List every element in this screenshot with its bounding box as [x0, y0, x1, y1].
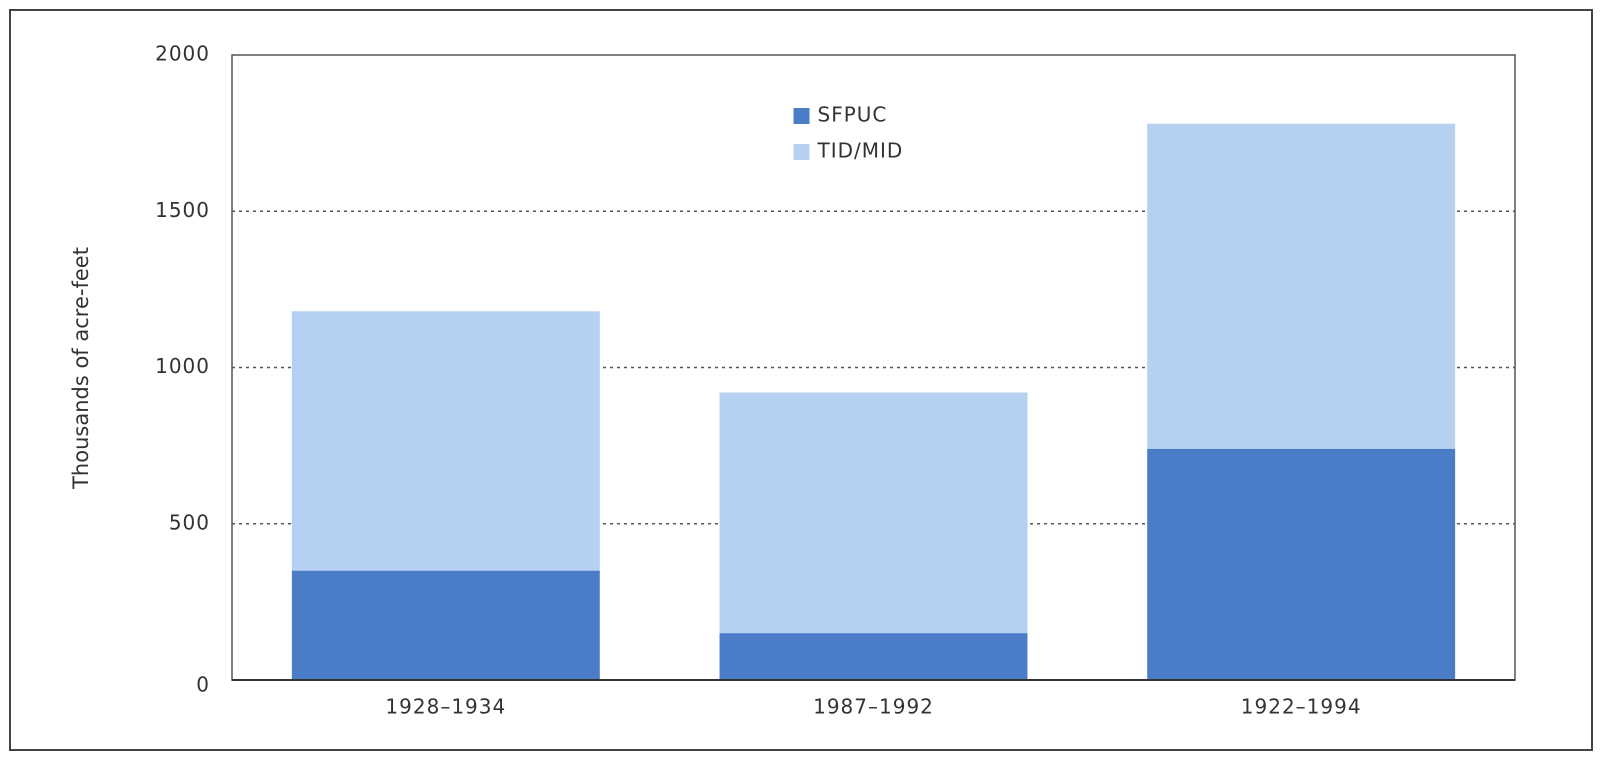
x-tick-label: 1928–1934	[385, 695, 506, 719]
y-axis-label: Thousands of acre-feet	[69, 247, 93, 490]
bar	[719, 392, 1028, 634]
frame	[9, 9, 1593, 751]
bar	[291, 570, 600, 680]
legend-label: TID/MID	[817, 139, 904, 163]
x-tick-label: 1922–1994	[1241, 695, 1362, 719]
x-tick-label: 1987–1992	[813, 695, 934, 719]
y-tick-label: 1500	[155, 198, 210, 222]
y-tick-label: 1000	[155, 354, 210, 378]
legend-label: SFPUC	[818, 103, 888, 127]
legend-swatch	[793, 108, 810, 124]
bar	[719, 633, 1028, 680]
y-tick-label: 500	[169, 510, 210, 534]
y-tick-label: 2000	[155, 42, 210, 66]
bar	[1147, 123, 1456, 449]
bar	[1147, 448, 1456, 680]
bar	[291, 311, 600, 571]
legend-swatch	[793, 144, 810, 160]
y-tick-label: 0	[196, 673, 210, 697]
